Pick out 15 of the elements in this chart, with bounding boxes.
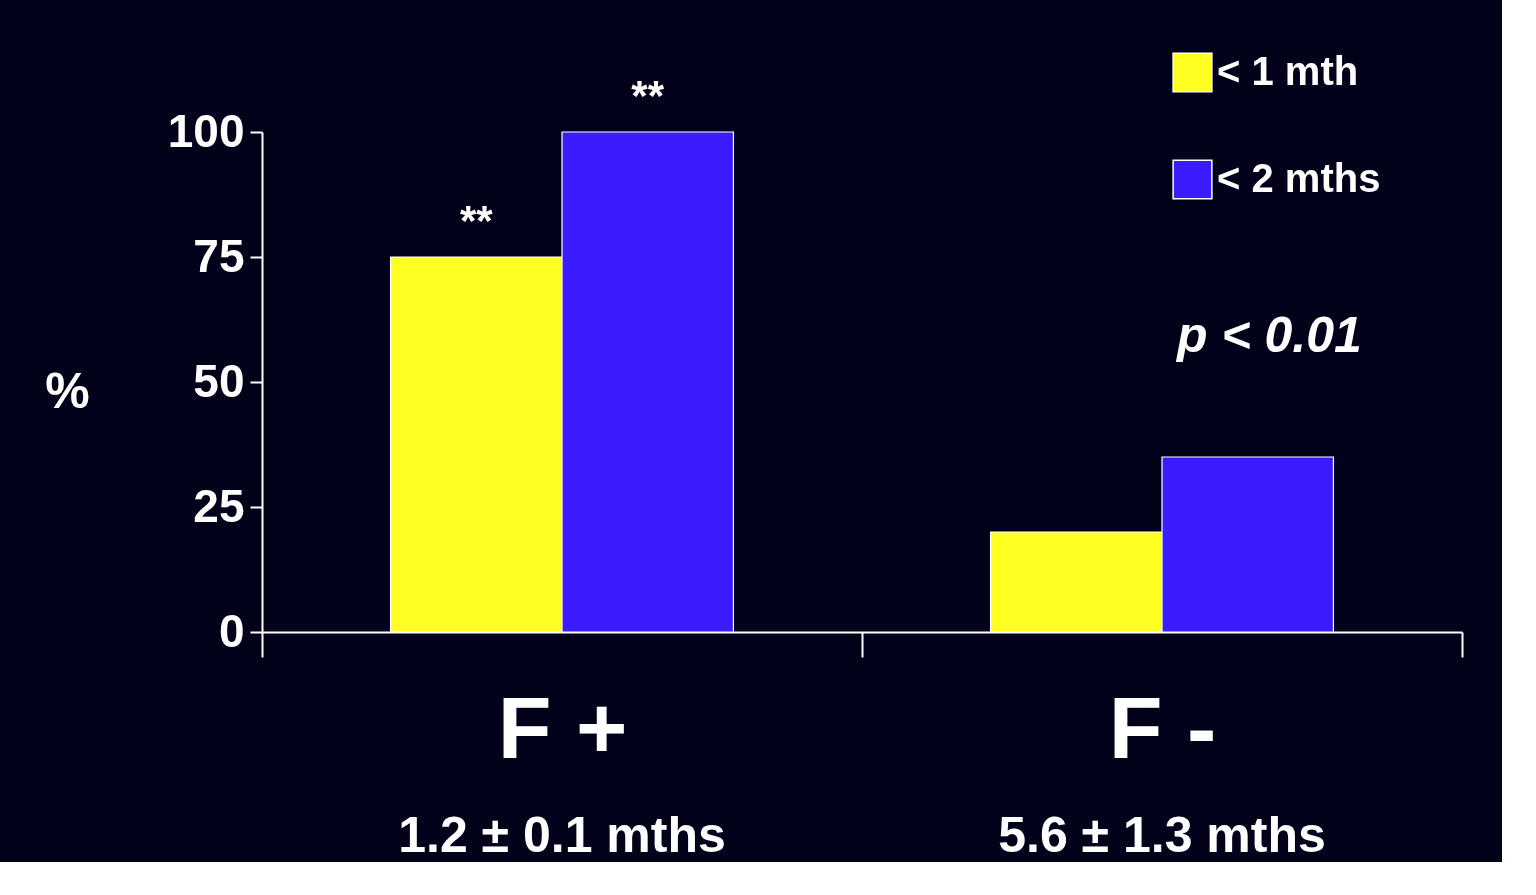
y-tick-label: 50 — [193, 354, 245, 407]
y-axis-title: % — [45, 362, 90, 419]
annotation: ** — [459, 197, 494, 244]
text: 5.6 ± 1.3 mths — [998, 807, 1326, 863]
x-tick-label: F + — [497, 677, 628, 777]
legend-label: < 1 mth — [1217, 48, 1359, 93]
y-tick-label: 100 — [167, 104, 245, 157]
text: 1.2 ± 0.1 mths — [398, 807, 726, 863]
y-tick-label: 75 — [193, 229, 245, 282]
legend-label: < 2 mths — [1217, 155, 1381, 200]
y-tick-label: 25 — [193, 479, 245, 532]
x-tick-label: F - — [1108, 677, 1217, 777]
annotation: ** — [631, 72, 665, 119]
annotation: p < 0.01 — [1175, 307, 1362, 363]
y-tick-label: 0 — [218, 604, 245, 657]
